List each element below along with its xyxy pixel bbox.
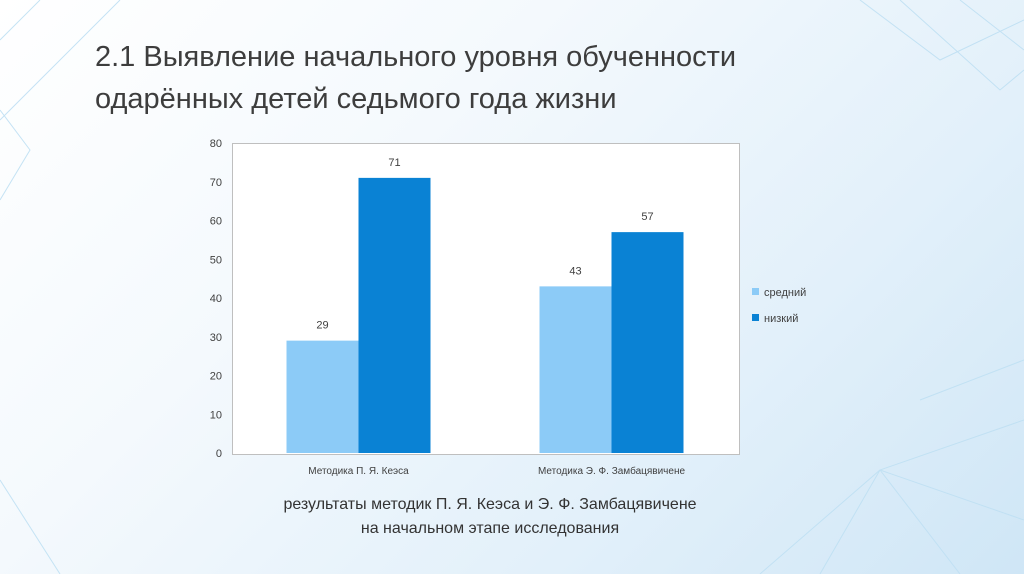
- y-tick-label: 80: [210, 138, 222, 150]
- legend-swatch: [752, 288, 759, 295]
- y-tick-label: 50: [210, 254, 222, 266]
- x-category-label: Методика П. Я. Кеэса: [308, 466, 409, 477]
- y-tick-label: 20: [210, 371, 222, 383]
- legend-label: средний: [764, 287, 806, 299]
- bar-nizkiy-2: [611, 232, 684, 453]
- chart-caption: результаты методик П. Я. Кеэса и Э. Ф. З…: [190, 493, 790, 541]
- y-tick-label: 70: [210, 177, 222, 189]
- legend-label: низкий: [764, 313, 798, 325]
- bar-sredniy-1: [286, 340, 359, 453]
- data-label: 43: [569, 265, 581, 277]
- legend-swatch: [752, 314, 759, 321]
- caption-line-2: на начальном этапе исследования: [360, 520, 620, 537]
- data-label: 57: [641, 211, 653, 223]
- y-tick-label: 0: [216, 448, 222, 460]
- bar-sredniy-2: [539, 286, 612, 453]
- data-label: 29: [316, 320, 328, 332]
- y-tick-label: 10: [210, 409, 222, 421]
- y-tick-label: 40: [210, 293, 222, 305]
- bar-nizkiy-1: [358, 177, 431, 453]
- caption-line-1: результаты методик П. Я. Кеэса и Э. Ф. З…: [283, 496, 697, 513]
- slide-title-line-1: 2.1 Выявление начального уровня обученно…: [95, 41, 737, 73]
- slide-title-line-2: одарённых детей седьмого года жизни: [95, 83, 617, 115]
- slide-title: 2.1 Выявление начального уровня обученно…: [95, 36, 955, 120]
- y-tick-label: 30: [210, 332, 222, 344]
- y-tick-label: 60: [210, 216, 222, 228]
- x-category-label: Методика Э. Ф. Замбацявичене: [538, 465, 685, 477]
- data-label: 71: [388, 157, 400, 169]
